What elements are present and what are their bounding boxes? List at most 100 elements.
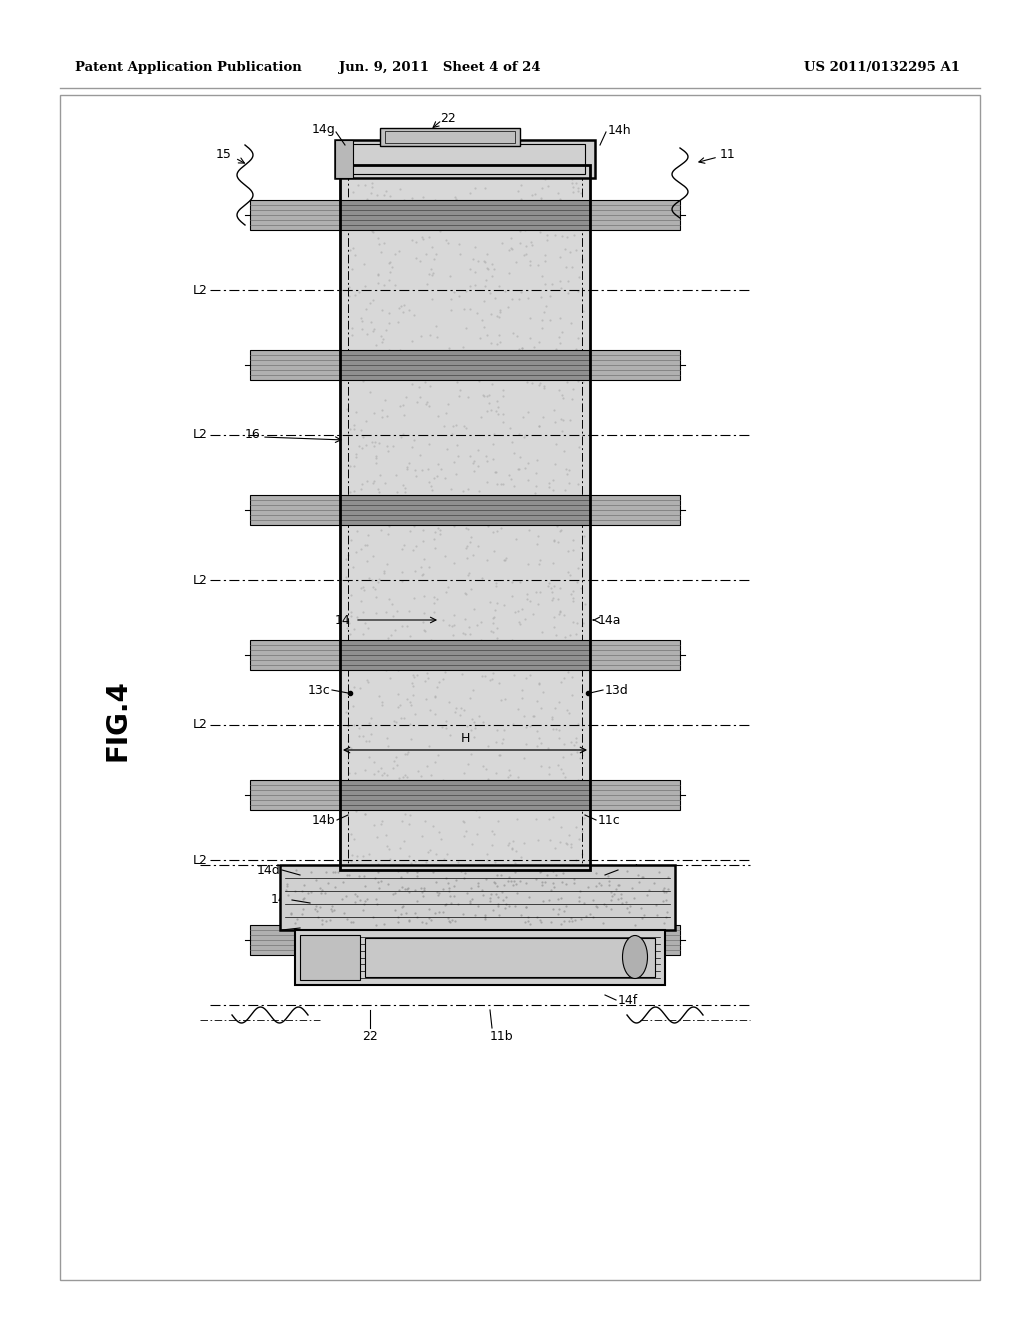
Point [457,582,473,603]
Point [485,259,502,280]
Point [553,408,569,429]
Point [426,467,442,488]
Point [346,168,362,189]
Point [613,892,630,913]
Point [495,379,511,400]
Point [439,393,456,414]
Bar [335,140,595,178]
Bar [590,780,680,810]
Point [346,618,362,639]
Point [561,911,578,932]
Point [421,395,437,416]
Point [536,368,552,389]
Point [456,700,472,721]
Point [509,326,525,347]
Point [417,810,433,832]
Point [554,871,570,892]
Point [563,731,580,752]
Point [368,602,384,623]
Point [556,239,572,260]
Point [455,623,471,644]
Point [389,601,406,622]
Point [489,875,506,896]
Point [532,187,549,209]
Point [485,663,502,684]
Point [544,589,560,610]
Point [408,850,424,871]
Point [426,587,442,609]
Point [471,327,487,348]
Point [407,350,423,371]
Point [532,697,549,718]
Point [528,533,545,554]
Point [398,744,415,766]
Point [473,879,489,900]
Point [516,425,532,446]
Point [655,882,672,903]
Text: H: H [461,731,470,744]
Point [503,469,519,490]
Point [439,438,456,459]
Point [449,352,465,374]
Point [480,384,497,405]
Point [302,880,318,902]
Point [424,236,440,257]
Point [462,276,478,297]
Point [340,499,356,520]
Point [456,763,472,784]
Point [542,635,558,656]
Point [467,717,483,738]
Point [532,512,549,533]
Point [515,407,531,428]
Point [385,606,401,627]
Bar [335,140,353,178]
Point [322,909,338,931]
Point [507,494,523,515]
Point [368,913,384,935]
Point [466,648,482,669]
Point [562,313,579,334]
Point [498,168,514,189]
Point [488,593,505,614]
Point [504,572,520,593]
Point [402,714,419,735]
Point [493,474,509,495]
Point [507,602,523,623]
Point [393,426,410,447]
Point [501,867,517,888]
Point [573,719,590,741]
Point [450,851,466,873]
Point [399,878,416,899]
Point [395,830,412,851]
Point [376,913,392,935]
Point [477,904,494,925]
Point [423,210,439,231]
Point [458,280,474,301]
Point [506,632,522,653]
Point [529,255,546,276]
Point [555,747,571,768]
Point [540,176,556,197]
Point [352,166,369,187]
Point [379,165,395,186]
Point [508,874,524,895]
Point [573,549,590,570]
Point [378,824,394,845]
Point [430,744,446,766]
Point [544,368,560,389]
Point [421,908,437,929]
Point [570,181,587,202]
Point [368,447,384,469]
Point [564,587,581,609]
Point [556,668,572,689]
Point [415,531,431,552]
Point [398,862,415,883]
Point [430,884,446,906]
Point [381,302,397,323]
Point [440,799,457,820]
Point [420,495,436,516]
Point [330,862,346,883]
Point [544,582,560,603]
Point [504,165,520,186]
Point [456,642,472,663]
